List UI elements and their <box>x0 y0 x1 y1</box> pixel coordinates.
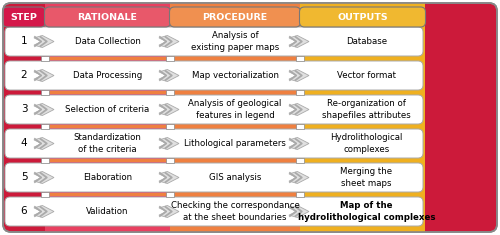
FancyBboxPatch shape <box>170 7 300 27</box>
Text: Map of the
hydrolithological complexes: Map of the hydrolithological complexes <box>298 201 435 222</box>
FancyBboxPatch shape <box>5 61 423 90</box>
Bar <box>300 3 425 232</box>
Polygon shape <box>159 103 179 115</box>
Text: Hydrolithological
complexes: Hydrolithological complexes <box>330 133 402 153</box>
Bar <box>166 90 174 94</box>
Bar <box>301 192 422 196</box>
Text: Vector format: Vector format <box>337 71 396 80</box>
FancyBboxPatch shape <box>5 197 423 226</box>
Bar <box>6 158 44 162</box>
Bar <box>41 192 49 196</box>
FancyBboxPatch shape <box>3 3 497 232</box>
Text: Re-organization of
shapefiles attributes: Re-organization of shapefiles attributes <box>322 99 411 120</box>
Polygon shape <box>159 137 179 149</box>
Text: STEP: STEP <box>10 12 38 21</box>
Bar <box>6 90 44 94</box>
Text: Lithological parameters: Lithological parameters <box>184 139 286 148</box>
Text: 5: 5 <box>20 172 28 183</box>
Polygon shape <box>159 70 179 82</box>
Bar <box>46 158 299 162</box>
Polygon shape <box>159 205 179 218</box>
Bar <box>46 56 299 60</box>
Text: 1: 1 <box>20 36 28 47</box>
Text: Selection of criteria: Selection of criteria <box>66 105 150 114</box>
Text: 4: 4 <box>20 138 28 149</box>
Text: PROCEDURE: PROCEDURE <box>202 12 268 21</box>
FancyBboxPatch shape <box>2 7 46 27</box>
Text: 6: 6 <box>20 207 28 216</box>
Bar <box>6 125 44 128</box>
Bar <box>296 56 304 60</box>
Polygon shape <box>159 172 179 184</box>
Polygon shape <box>289 205 309 218</box>
Text: Validation: Validation <box>86 207 129 216</box>
Bar <box>166 56 174 60</box>
Bar <box>301 90 422 94</box>
Text: Analysis of
existing paper maps: Analysis of existing paper maps <box>191 31 279 51</box>
Bar <box>41 124 49 129</box>
Bar <box>301 158 422 162</box>
FancyBboxPatch shape <box>5 95 423 124</box>
Text: Merging the
sheet maps: Merging the sheet maps <box>340 168 392 188</box>
Bar <box>46 90 299 94</box>
Bar <box>296 158 304 162</box>
Text: Checking the correspondance
at the sheet boundaries: Checking the correspondance at the sheet… <box>170 201 300 222</box>
Polygon shape <box>159 35 179 47</box>
Bar <box>296 90 304 94</box>
Polygon shape <box>34 205 54 218</box>
Text: RATIONALE: RATIONALE <box>78 12 138 21</box>
FancyBboxPatch shape <box>300 7 426 27</box>
Text: Map vectorialization: Map vectorialization <box>192 71 278 80</box>
Polygon shape <box>34 172 54 184</box>
Bar <box>6 192 44 196</box>
FancyBboxPatch shape <box>5 129 423 158</box>
Bar <box>6 56 44 60</box>
Polygon shape <box>289 137 309 149</box>
Polygon shape <box>34 70 54 82</box>
Text: Data Processing: Data Processing <box>73 71 142 80</box>
Text: 2: 2 <box>20 70 28 81</box>
Bar <box>46 125 299 128</box>
Polygon shape <box>289 172 309 184</box>
Polygon shape <box>289 103 309 115</box>
Bar <box>301 125 422 128</box>
Text: OUTPUTS: OUTPUTS <box>337 12 388 21</box>
Polygon shape <box>289 70 309 82</box>
Bar <box>45 3 170 232</box>
Bar <box>41 56 49 60</box>
Text: 3: 3 <box>20 105 28 114</box>
Text: Elaboration: Elaboration <box>83 173 132 182</box>
Text: GIS analysis: GIS analysis <box>209 173 261 182</box>
FancyBboxPatch shape <box>5 163 423 192</box>
FancyBboxPatch shape <box>5 27 423 56</box>
Polygon shape <box>289 35 309 47</box>
Bar <box>301 56 422 60</box>
Bar <box>166 192 174 196</box>
Polygon shape <box>34 35 54 47</box>
Bar <box>296 192 304 196</box>
Bar <box>170 3 300 232</box>
Bar <box>46 192 299 196</box>
Text: Data Collection: Data Collection <box>74 37 140 46</box>
Polygon shape <box>34 137 54 149</box>
Bar <box>166 124 174 129</box>
Text: Analysis of geological
features in legend: Analysis of geological features in legen… <box>188 99 282 120</box>
Bar <box>41 158 49 162</box>
FancyBboxPatch shape <box>44 7 170 27</box>
Polygon shape <box>34 103 54 115</box>
Bar <box>296 124 304 129</box>
Bar <box>41 90 49 94</box>
Text: Database: Database <box>346 37 387 46</box>
Bar <box>166 158 174 162</box>
Text: Standardization
of the criteria: Standardization of the criteria <box>74 133 142 153</box>
